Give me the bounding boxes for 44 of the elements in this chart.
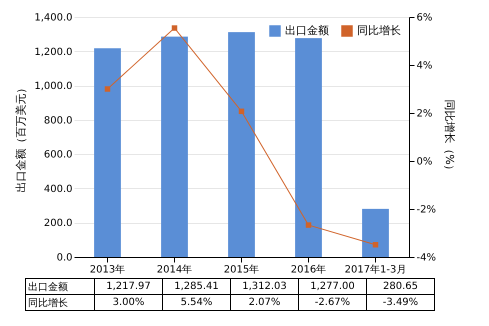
data-label: 3.00% <box>94 294 162 310</box>
point <box>238 108 244 114</box>
legend-label: 同比增长 <box>357 24 401 37</box>
y-axis-title: 出口金额（百万美元） <box>14 82 28 192</box>
data-label: -3.49% <box>366 294 434 310</box>
x-tick-label: 2015年 <box>224 264 260 276</box>
text: 出口金额 <box>28 282 68 292</box>
y2-tick-label: 6% <box>416 12 432 24</box>
y-tick-label: 600.0 <box>44 150 72 161</box>
x-tick-label: 2016年 <box>290 264 326 276</box>
y2-tick-label: 0% <box>416 156 432 168</box>
bar <box>94 48 121 257</box>
data-label: 1,217.97 <box>94 278 162 294</box>
y-tick-label: 400.0 <box>44 184 72 195</box>
bar <box>362 208 389 257</box>
x-tick-label: 2013年 <box>90 264 126 276</box>
data-label: 1,312.03 <box>230 278 298 294</box>
bar <box>295 38 322 257</box>
bar <box>228 32 255 257</box>
y-tick-label: 200.0 <box>44 218 72 230</box>
legend-label: 出口金额 <box>285 24 329 37</box>
point <box>306 222 312 228</box>
y-tick-label: 1,000.0 <box>34 81 72 92</box>
x-tick-label: 2014年 <box>156 264 192 276</box>
y2-tick-label: -4% <box>416 252 436 264</box>
bar <box>161 36 188 257</box>
data-label: 2.07% <box>230 294 298 310</box>
data-label: 1,285.41 <box>162 278 230 294</box>
data-label: 280.65 <box>366 278 434 294</box>
point <box>172 25 178 31</box>
y2-tick-label: -2% <box>416 204 436 216</box>
y-tick-label: 0.0 <box>56 252 72 264</box>
data-label: -2.67% <box>298 294 366 310</box>
y2-axis-title: 同比增长（%） <box>442 99 456 176</box>
data-label: 5.54% <box>162 294 230 310</box>
y-tick-label: 800.0 <box>44 115 72 126</box>
data-label: 1,277.00 <box>298 278 366 294</box>
text: 同比增长 <box>28 298 68 308</box>
y2-tick-label: 4% <box>416 60 432 72</box>
y-tick-label: 1,200.0 <box>34 46 72 58</box>
point <box>372 242 378 248</box>
y2-tick-label: 2% <box>416 108 432 120</box>
y-tick-label: 1,400.0 <box>34 12 72 24</box>
x-tick-label: 2017年1-3月 <box>344 264 406 276</box>
